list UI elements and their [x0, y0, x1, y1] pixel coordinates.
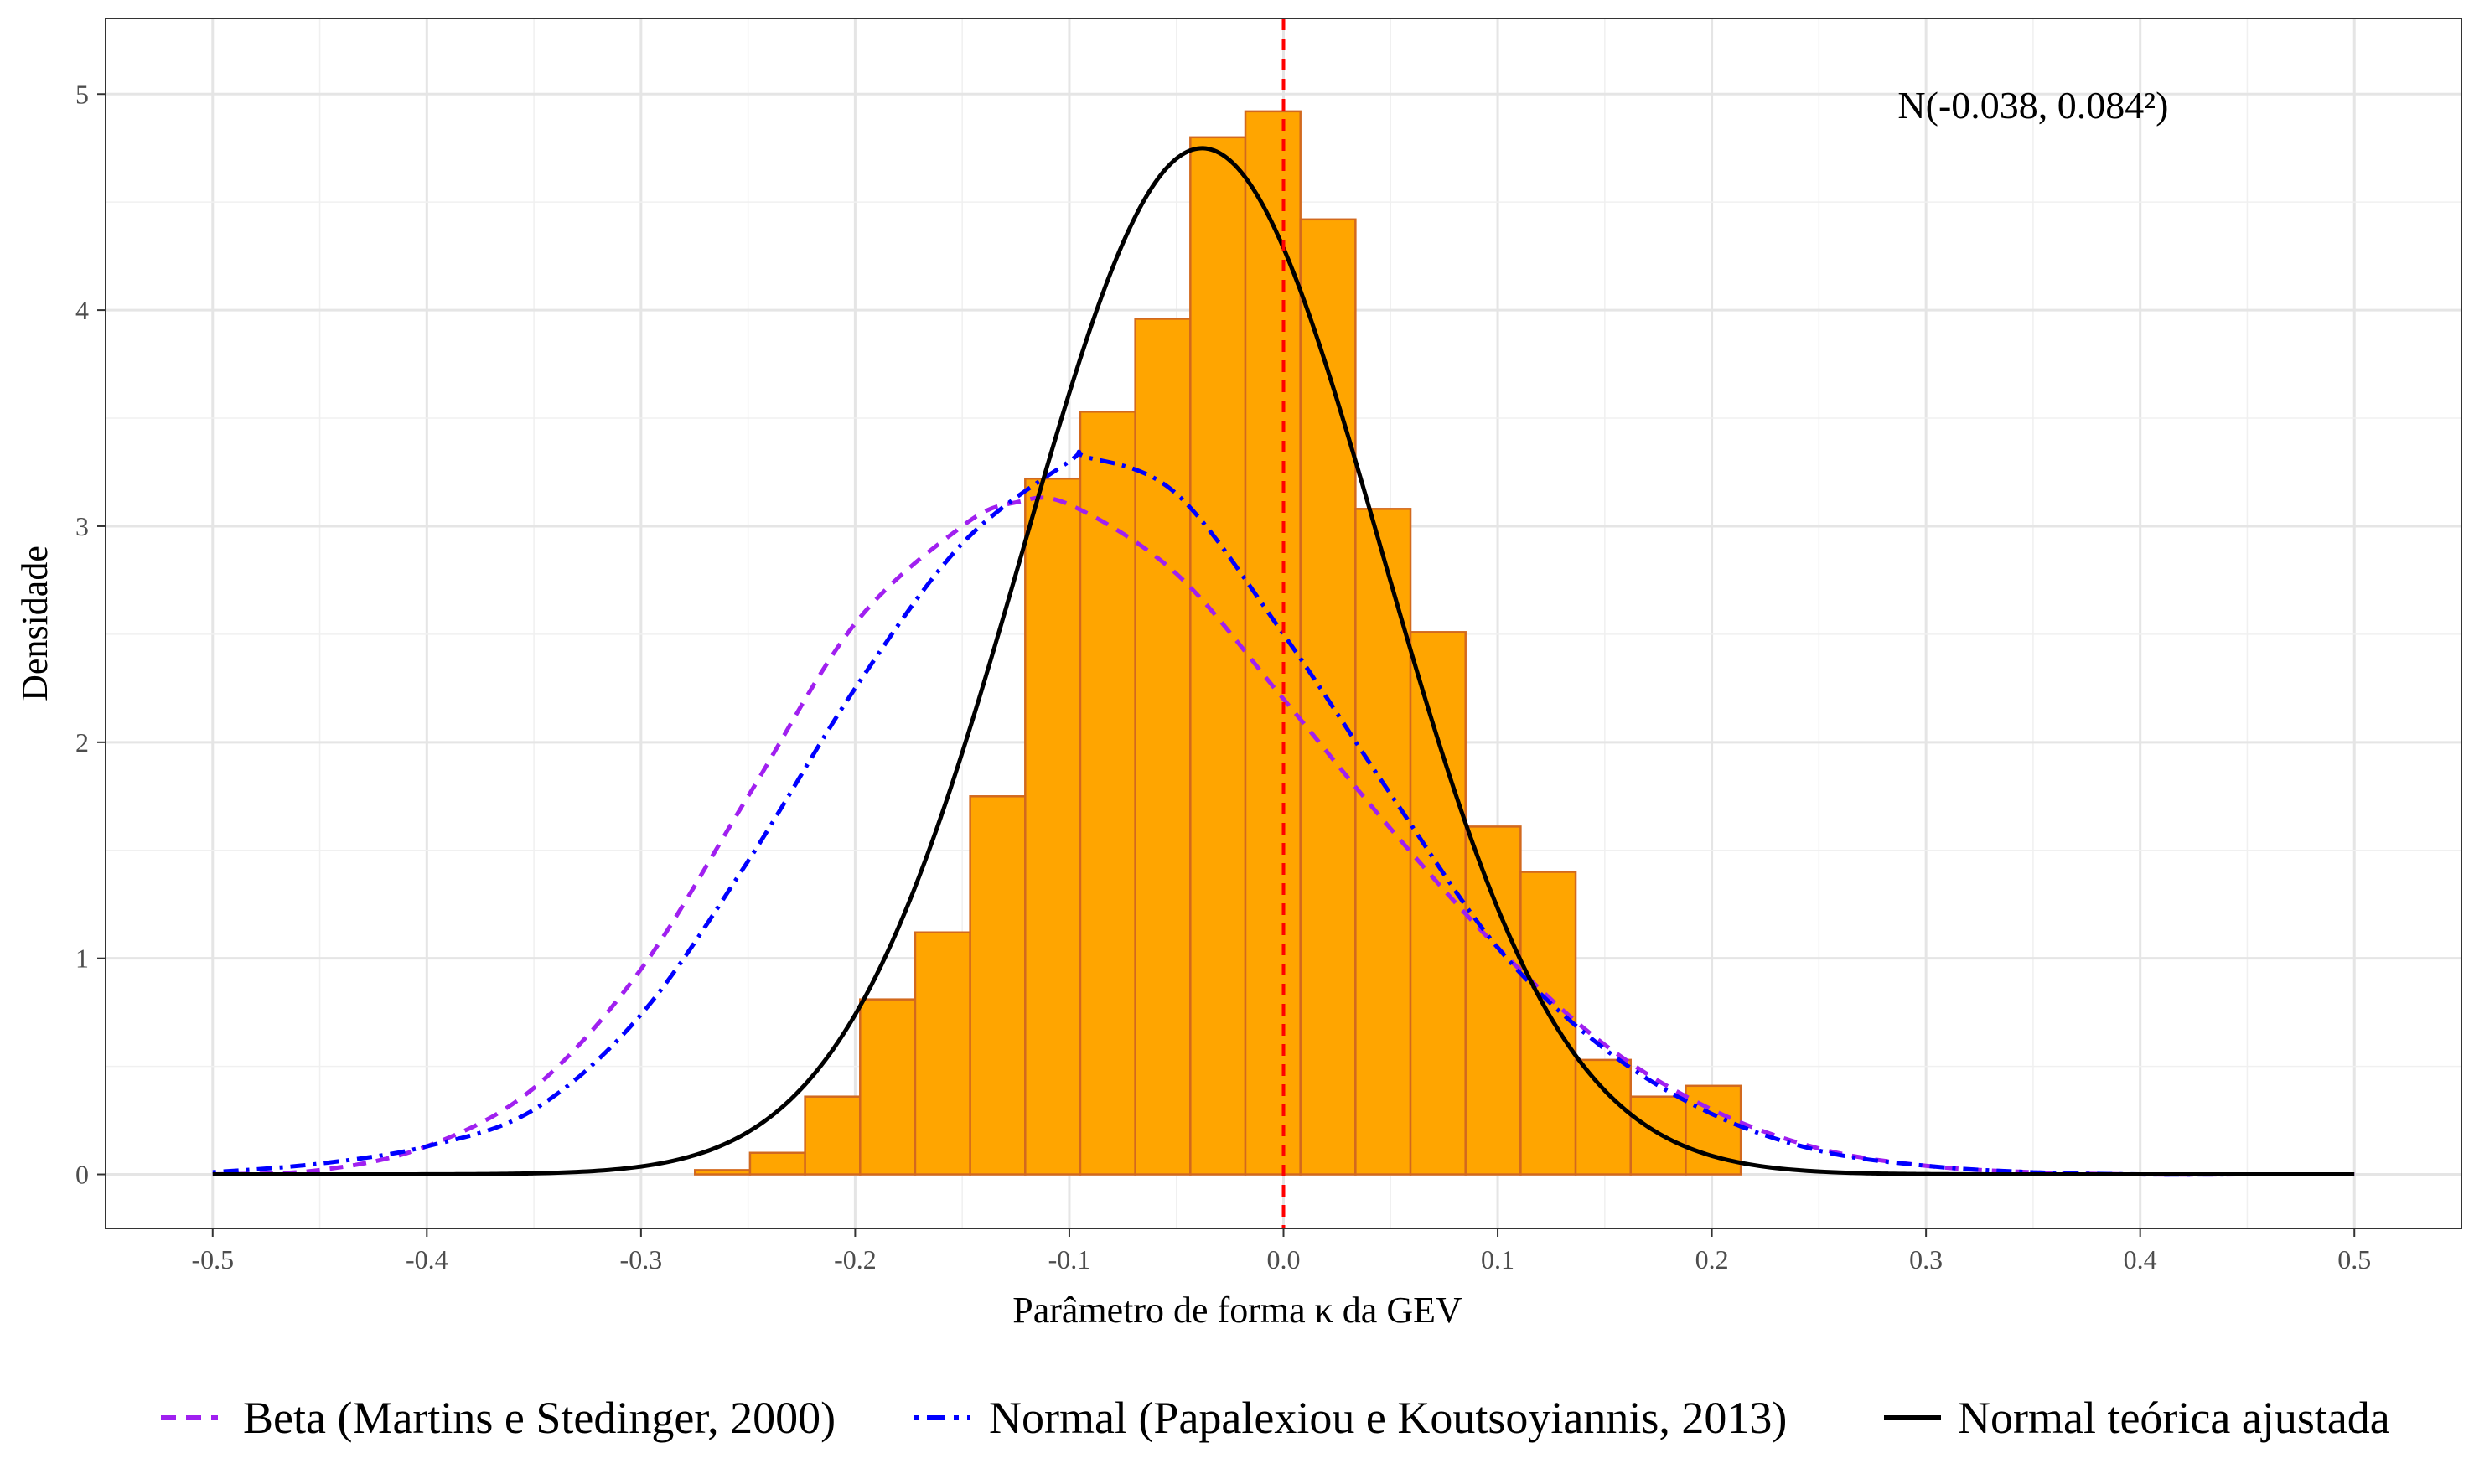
y-tick-label: 3: [75, 511, 89, 541]
y-tick-label: 0: [75, 1160, 89, 1190]
histogram-bar: [1134, 318, 1192, 1176]
x-tick-label: 0.0: [1267, 1244, 1301, 1275]
density-curve-2: [212, 449, 2355, 1177]
histogram-bar: [1079, 411, 1136, 1176]
histogram-bar: [1024, 477, 1082, 1176]
y-tick-label: 5: [75, 79, 89, 109]
legend-label-3: Normal teórica ajustada: [1958, 1393, 2390, 1443]
y-axis-title: Densidade: [14, 546, 55, 701]
x-tick-label: -0.3: [620, 1244, 663, 1275]
histogram-bar: [694, 1169, 752, 1176]
histogram-bar: [804, 1095, 862, 1176]
legend-label-2: Normal (Papalexiou e Koutsoyiannis, 2013…: [989, 1393, 1787, 1443]
histogram-bar: [859, 998, 917, 1176]
distribution-annotation: N(-0.038, 0.084²): [1897, 84, 2168, 127]
axis-ticks: -0.5 -0.4 -0.3 -0.2 -0.1 0.0 0.1 0.2 0.3 0.4 0.5 0 1…: [75, 79, 2371, 1275]
legend-label-1: Beta (Martins e Stedinger, 2000): [243, 1393, 836, 1443]
x-tick-label: 0.1: [1481, 1244, 1514, 1275]
histogram-bar: [1189, 136, 1247, 1176]
density-curve-1: [212, 495, 2355, 1177]
y-tick-label: 1: [75, 944, 89, 974]
histogram-bar: [1574, 1058, 1632, 1176]
histogram-bar: [1519, 871, 1577, 1176]
histogram-bar: [1464, 825, 1522, 1176]
x-tick-label: -0.2: [834, 1244, 877, 1275]
x-tick-label: 0.3: [1909, 1244, 1943, 1275]
x-tick-label: 0.4: [2124, 1244, 2157, 1275]
y-tick-label: 4: [75, 295, 89, 325]
x-axis-title: Parâmetro de forma κ da GEV: [1012, 1290, 1462, 1331]
x-tick-label: -0.1: [1048, 1244, 1091, 1275]
x-tick-label: -0.4: [406, 1244, 448, 1275]
histogram-bar: [914, 931, 971, 1176]
legend: Beta (Martins e Stedinger, 2000) Normal (…: [161, 1393, 2390, 1443]
y-tick-label: 2: [75, 727, 89, 758]
annotation-layer: N(-0.038, 0.084²): [1897, 84, 2168, 127]
histogram-bar: [748, 1151, 806, 1176]
x-tick-label: 0.2: [1695, 1244, 1729, 1275]
histogram-bars: [694, 110, 1742, 1176]
x-tick-label: 0.5: [2337, 1244, 2371, 1275]
x-tick-label: -0.5: [191, 1244, 234, 1275]
histogram-bar: [969, 795, 1027, 1176]
histogram-bar: [1409, 631, 1467, 1176]
